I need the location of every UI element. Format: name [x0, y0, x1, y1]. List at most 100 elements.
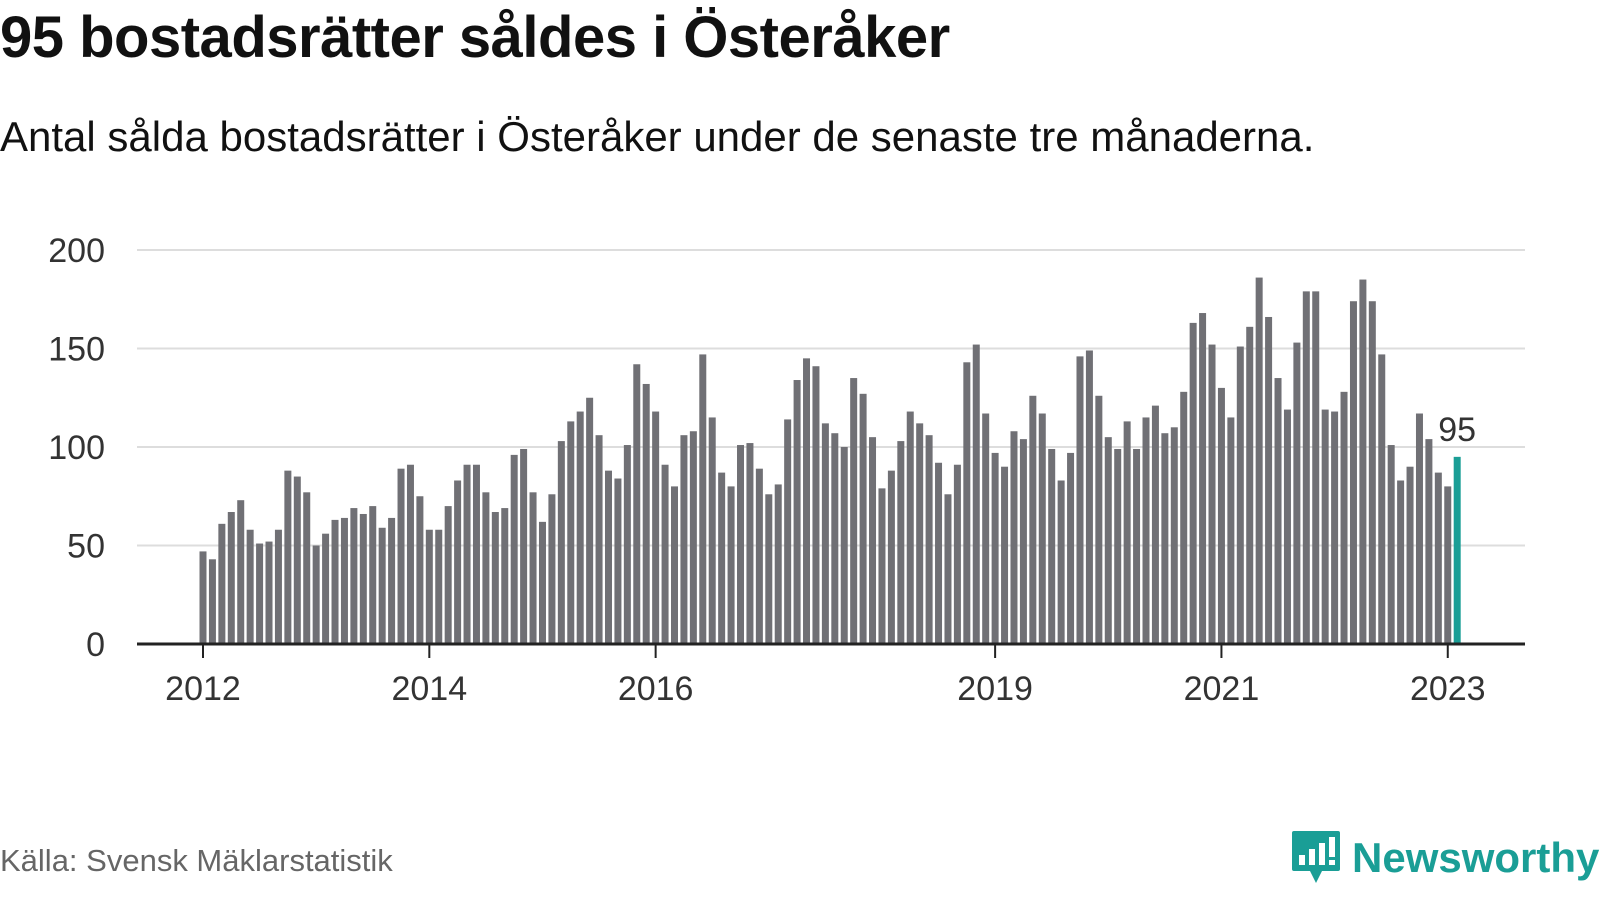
bar [1019, 439, 1027, 644]
bar [491, 512, 499, 644]
bar [246, 529, 254, 644]
bar [887, 470, 895, 644]
bar [869, 437, 877, 644]
bar [416, 496, 424, 644]
chart-subtitle: Antal sålda bostadsrätter i Österåker un… [0, 113, 1315, 160]
bar [1425, 439, 1433, 644]
bar [1406, 466, 1414, 644]
bar [614, 478, 622, 644]
bar [256, 543, 264, 644]
bar [1434, 472, 1442, 644]
y-tick-label: 50 [67, 528, 105, 566]
bar [1048, 448, 1056, 644]
bar [406, 464, 414, 644]
x-tick-label: 2021 [1184, 670, 1260, 708]
bar [1114, 448, 1122, 644]
bar [1397, 480, 1405, 644]
bar [284, 470, 292, 644]
bar [378, 527, 386, 644]
y-tick-label: 200 [48, 232, 105, 270]
brand: Newsworthy [1290, 828, 1599, 888]
bar [1255, 277, 1263, 644]
bar [303, 492, 311, 644]
bar [463, 464, 471, 644]
bar [595, 435, 603, 644]
bar [1236, 346, 1244, 644]
bar [293, 476, 301, 644]
bar [454, 480, 462, 644]
bar [548, 494, 556, 644]
bar [1123, 421, 1131, 644]
bar [586, 397, 594, 644]
bar [1095, 395, 1103, 644]
bar [1199, 313, 1207, 644]
bar [840, 447, 848, 644]
y-axis-ticks: 0 50 100 150 200 [48, 232, 105, 664]
bar [803, 358, 811, 644]
bar [1444, 486, 1452, 644]
bar [812, 366, 820, 644]
bar [821, 423, 829, 644]
bar [916, 423, 924, 644]
bar [972, 344, 980, 644]
bar [359, 513, 367, 644]
bar [1076, 356, 1084, 644]
bar-chart-speech-bubble-icon [1292, 831, 1340, 883]
x-tick-label: 2016 [618, 670, 694, 708]
bar [765, 494, 773, 644]
bar [1010, 431, 1018, 644]
x-tick-label: 2014 [391, 670, 467, 708]
bar [642, 383, 650, 644]
bar [1133, 448, 1141, 644]
bar [322, 533, 330, 644]
bar [1265, 316, 1273, 644]
bar [369, 506, 377, 644]
bar [925, 435, 933, 644]
bar [435, 529, 443, 644]
bar [633, 364, 641, 644]
y-tick-label: 100 [48, 429, 105, 467]
y-tick-label: 0 [86, 626, 105, 664]
bar [623, 445, 631, 644]
bar [1302, 291, 1310, 644]
bar [1057, 480, 1065, 644]
bar [953, 464, 961, 644]
bar [567, 421, 575, 644]
bar [1378, 354, 1386, 644]
bar [935, 462, 943, 644]
bar [501, 508, 509, 644]
bar [482, 492, 490, 644]
bar [1349, 301, 1357, 644]
bar [529, 492, 537, 644]
bar [1189, 322, 1197, 644]
x-axis-ticks: 2012 2014 2016 2019 2021 2023 [165, 644, 1486, 708]
bar [1104, 437, 1112, 644]
bar [718, 472, 726, 644]
bar [1387, 445, 1395, 644]
bar [793, 380, 801, 644]
bar [1246, 326, 1254, 644]
brand-name: Newsworthy [1352, 834, 1600, 881]
bar [1038, 413, 1046, 644]
bar [850, 378, 858, 644]
bar [727, 486, 735, 644]
bar [784, 419, 792, 644]
bar [906, 411, 914, 644]
bar [831, 433, 839, 644]
source-note: Källa: Svensk Mäklarstatistik [0, 843, 393, 878]
bar [774, 484, 782, 644]
bar [1274, 378, 1282, 644]
x-tick-label: 2012 [165, 670, 241, 708]
bar [1293, 342, 1301, 644]
bar [444, 506, 452, 644]
bar [604, 470, 612, 644]
bar [1227, 417, 1235, 644]
bar [1331, 411, 1339, 644]
bar [699, 354, 707, 644]
y-tick-label: 150 [48, 331, 105, 369]
bar [652, 411, 660, 644]
bar [350, 508, 358, 644]
bar [1340, 391, 1348, 644]
bar [1283, 409, 1291, 644]
bar [859, 393, 867, 644]
